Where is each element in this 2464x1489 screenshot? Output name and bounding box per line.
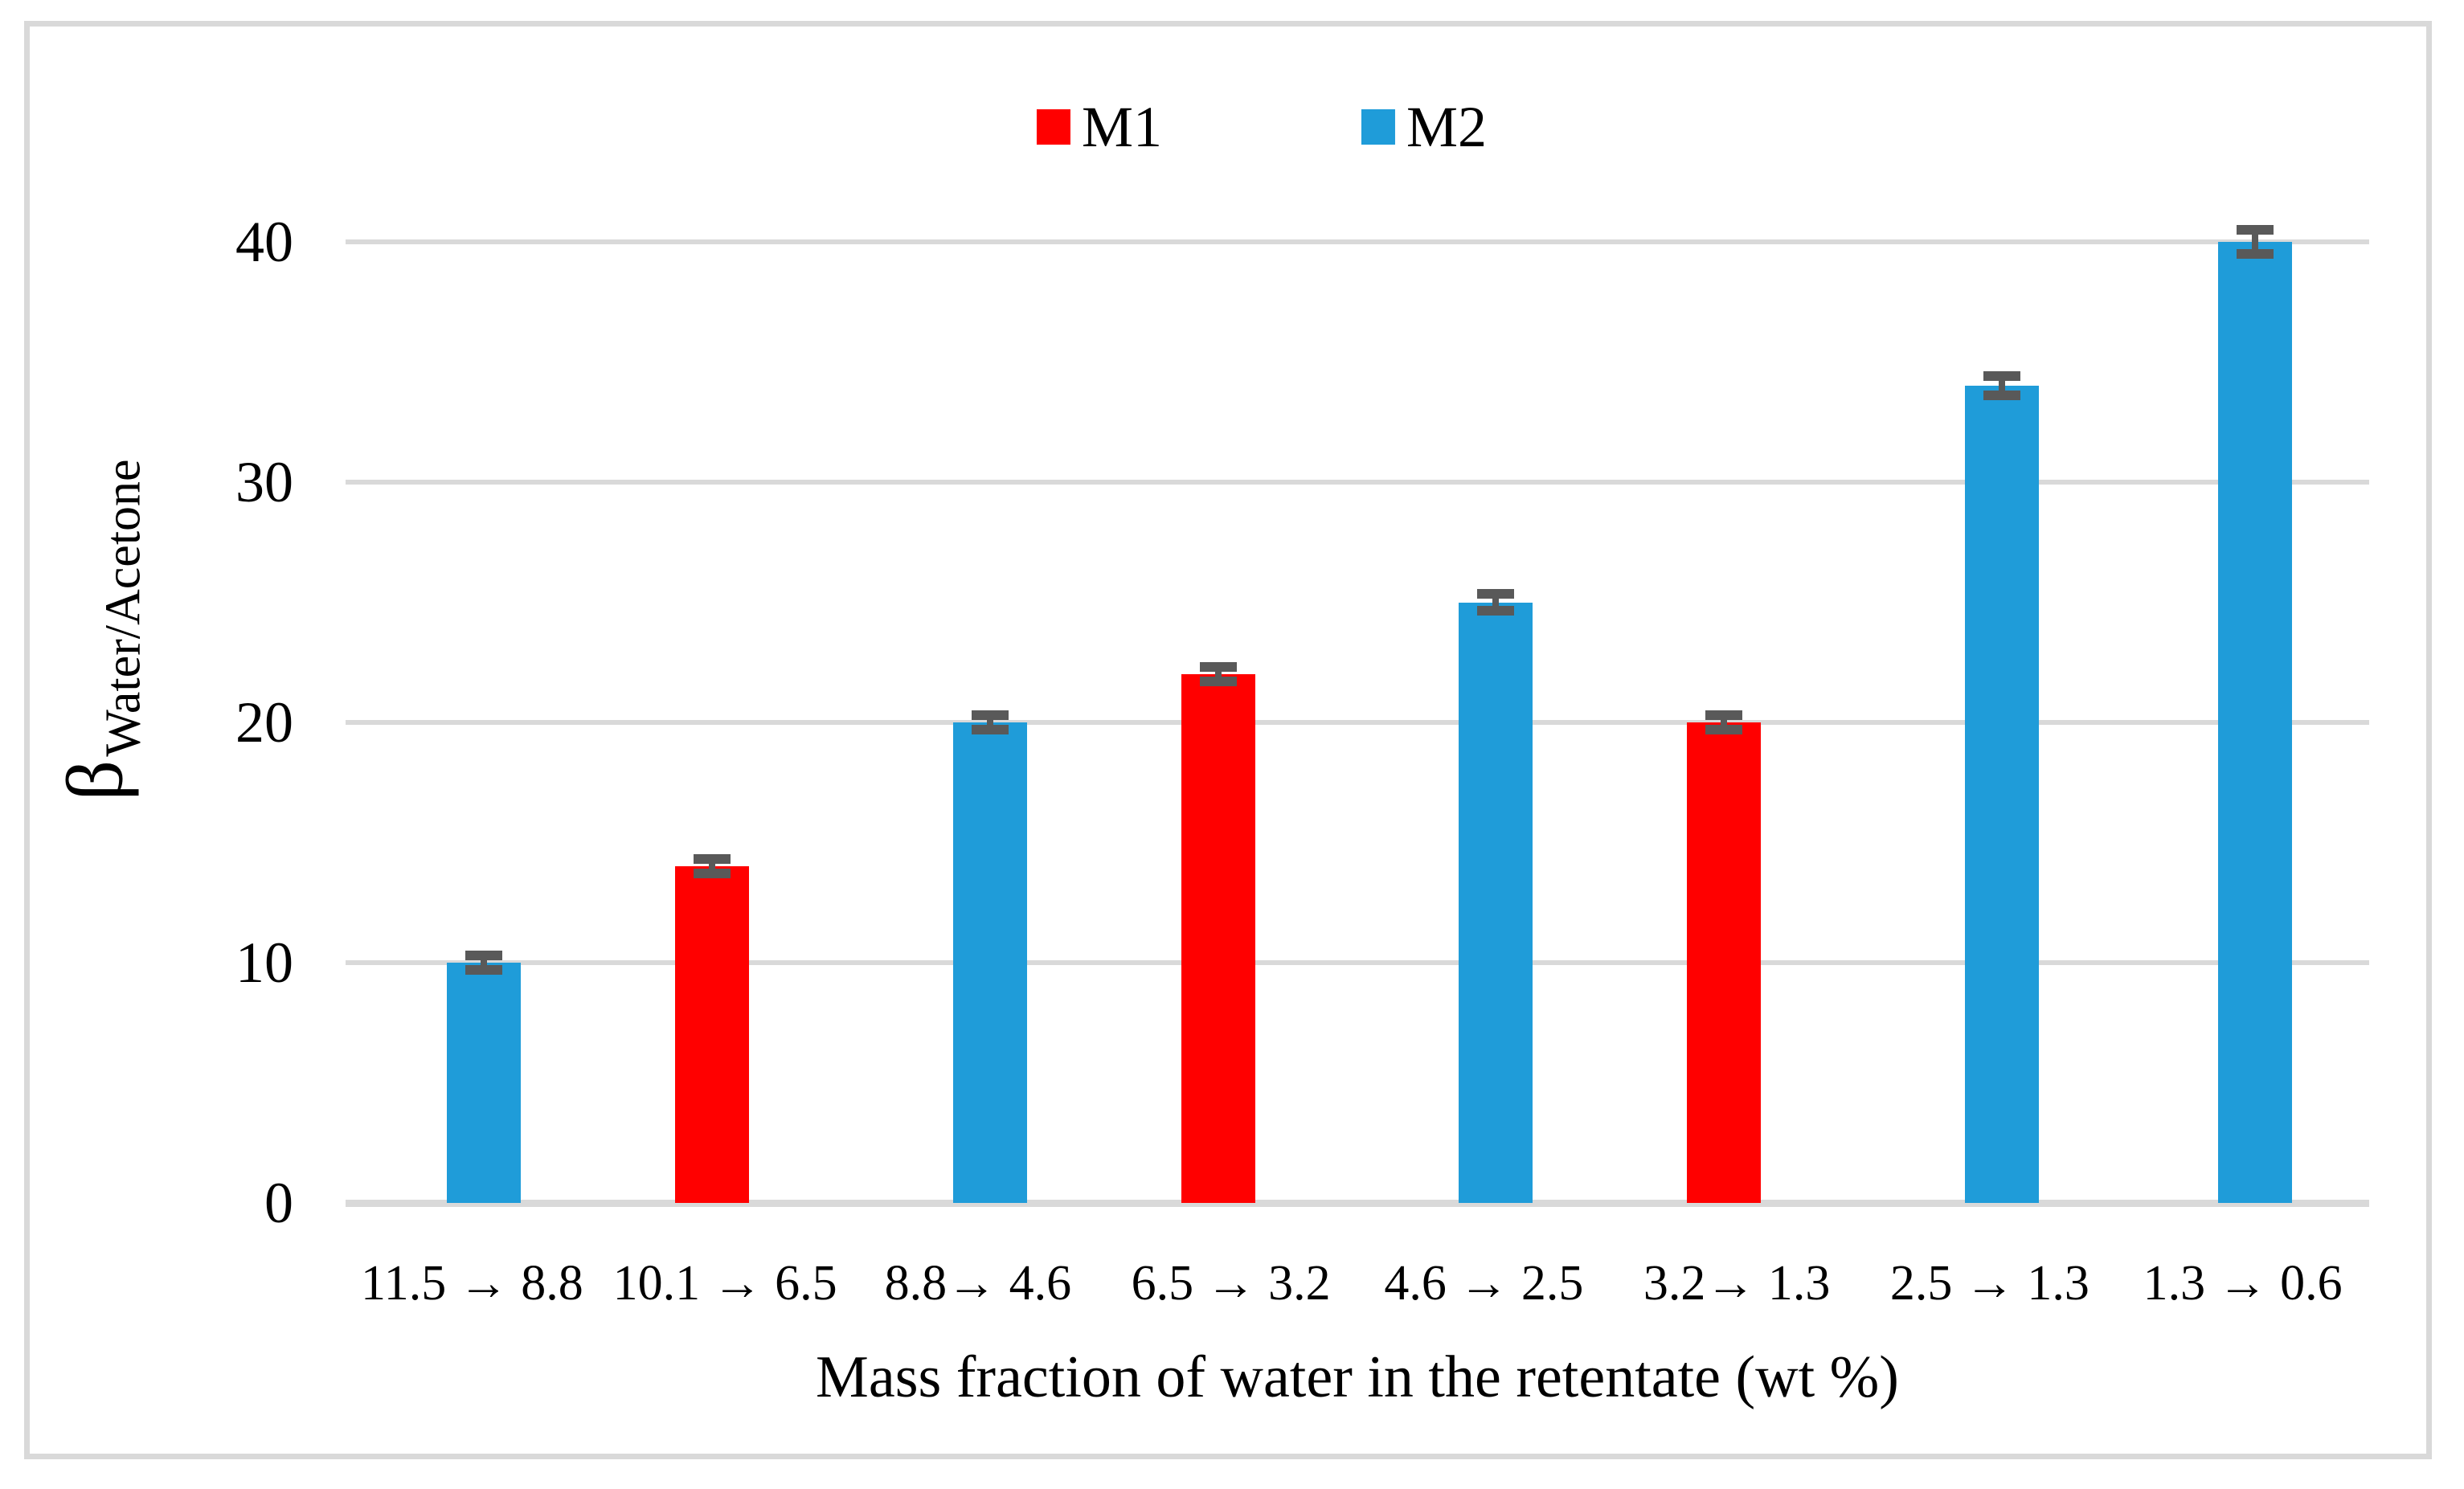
gridline-10: [346, 960, 2369, 965]
error-bar-cap-top: [694, 854, 731, 865]
x-tick-label: 11.5 → 8.8: [361, 1256, 583, 1311]
error-bar-whisker: [1998, 376, 2005, 396]
error-bar-cap-top: [465, 951, 503, 961]
y-tick-label: 40: [235, 210, 293, 274]
legend-swatch-m2: [1361, 109, 1395, 145]
error-bar-whisker: [1721, 715, 1728, 730]
error-bar-cap-bottom: [2236, 248, 2274, 259]
error-bar-cap-top: [1199, 662, 1237, 673]
x-axis-baseline: [346, 1199, 2369, 1207]
legend: M1 M2: [1036, 95, 1488, 159]
bar-m2: [1964, 386, 2039, 1203]
x-tick-label: 8.8→ 4.6: [884, 1256, 1072, 1311]
y-tick-label: 20: [235, 690, 293, 755]
error-bar-cap-top: [971, 710, 1009, 721]
legend-swatch-m1: [1036, 109, 1070, 145]
bar-m1: [675, 866, 750, 1203]
bar-m2: [447, 963, 522, 1203]
gridline-30: [346, 480, 2369, 485]
error-bar-cap-top: [2236, 225, 2274, 235]
x-tick-label: 3.2→ 1.3: [1643, 1256, 1831, 1311]
error-bar-cap-bottom: [465, 964, 503, 975]
error-bar-cap-top: [1983, 371, 2020, 382]
y-tick-label: 30: [235, 450, 293, 514]
plot-area: [346, 225, 2369, 1207]
bar-m1: [1687, 722, 1762, 1203]
error-bar-cap-bottom: [1705, 724, 1743, 734]
gridline-40: [346, 239, 2369, 244]
gridline-20: [346, 720, 2369, 725]
error-bar-cap-bottom: [1199, 677, 1237, 687]
x-axis-title: Mass fraction of water in the retentate …: [816, 1344, 1899, 1410]
error-bar-whisker: [1492, 594, 1500, 611]
figure-border: [24, 21, 2432, 1459]
y-tick-label: 10: [235, 931, 293, 995]
error-bar-whisker: [709, 859, 716, 874]
error-bar-cap-bottom: [1983, 391, 2020, 401]
legend-item-m1: M1: [1036, 95, 1162, 159]
y-tick-label: 0: [264, 1171, 293, 1235]
bar-m2: [2217, 242, 2292, 1203]
x-tick-label: 1.3 → 0.6: [2143, 1256, 2343, 1311]
bar-m2: [952, 722, 1027, 1203]
error-bar-whisker: [2251, 230, 2258, 254]
x-tick-label: 10.1 → 6.5: [612, 1256, 837, 1311]
error-bar-cap-bottom: [1477, 605, 1515, 616]
legend-item-m2: M2: [1361, 95, 1488, 159]
bar-m1: [1181, 674, 1255, 1203]
legend-label-m1: M1: [1081, 95, 1162, 159]
legend-label-m2: M2: [1406, 95, 1488, 159]
bar-m2: [1459, 602, 1533, 1203]
x-tick-label: 4.6 → 2.5: [1384, 1256, 1584, 1311]
error-bar-cap-top: [1705, 710, 1743, 721]
y-axis-symbol: β: [50, 759, 140, 801]
error-bar-cap-bottom: [971, 724, 1009, 734]
error-bar-whisker: [481, 955, 488, 970]
x-tick-label: 6.5 → 3.2: [1131, 1256, 1331, 1311]
error-bar-cap-top: [1477, 589, 1515, 599]
error-bar-whisker: [986, 715, 993, 730]
x-tick-label: 2.5 → 1.3: [1889, 1256, 2089, 1311]
error-bar-cap-bottom: [694, 869, 731, 879]
error-bar-whisker: [1214, 667, 1222, 682]
